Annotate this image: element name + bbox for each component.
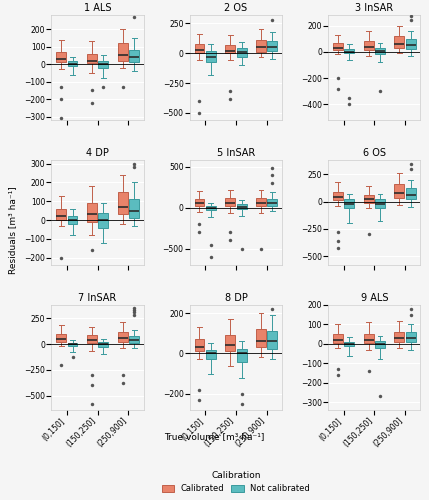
PathPatch shape: [206, 350, 216, 360]
PathPatch shape: [68, 216, 78, 224]
Title: 4 DP: 4 DP: [86, 148, 109, 158]
PathPatch shape: [206, 51, 216, 62]
PathPatch shape: [406, 332, 416, 342]
Title: 1 ALS: 1 ALS: [84, 3, 112, 13]
PathPatch shape: [129, 200, 139, 218]
PathPatch shape: [333, 192, 343, 200]
PathPatch shape: [394, 332, 404, 342]
PathPatch shape: [344, 49, 354, 53]
PathPatch shape: [364, 334, 374, 343]
Title: 3 InSAR: 3 InSAR: [355, 3, 393, 13]
PathPatch shape: [237, 48, 247, 57]
Text: Residuals [m³ ha⁻¹]: Residuals [m³ ha⁻¹]: [9, 186, 18, 274]
PathPatch shape: [118, 43, 127, 60]
Title: 7 InSAR: 7 InSAR: [79, 293, 117, 303]
PathPatch shape: [364, 195, 374, 202]
PathPatch shape: [98, 342, 108, 347]
PathPatch shape: [68, 343, 78, 346]
PathPatch shape: [394, 184, 404, 198]
PathPatch shape: [406, 38, 416, 49]
Title: 9 ALS: 9 ALS: [360, 293, 388, 303]
Title: 2 OS: 2 OS: [224, 3, 248, 13]
Title: 5 InSAR: 5 InSAR: [217, 148, 255, 158]
PathPatch shape: [375, 200, 385, 208]
Title: 8 DP: 8 DP: [224, 293, 248, 303]
PathPatch shape: [256, 40, 266, 52]
PathPatch shape: [375, 48, 385, 54]
PathPatch shape: [87, 54, 97, 63]
PathPatch shape: [87, 335, 97, 343]
PathPatch shape: [344, 200, 354, 208]
PathPatch shape: [237, 204, 247, 209]
PathPatch shape: [195, 44, 204, 53]
PathPatch shape: [118, 332, 127, 342]
PathPatch shape: [225, 336, 235, 351]
PathPatch shape: [195, 340, 204, 351]
PathPatch shape: [268, 331, 277, 349]
PathPatch shape: [206, 206, 216, 210]
PathPatch shape: [406, 188, 416, 200]
PathPatch shape: [333, 42, 343, 50]
PathPatch shape: [225, 198, 235, 206]
Text: True volume [m³ ha⁻¹]: True volume [m³ ha⁻¹]: [164, 432, 265, 442]
Legend: Calibrated, Not calibrated: Calibrated, Not calibrated: [159, 468, 313, 496]
PathPatch shape: [333, 334, 343, 343]
PathPatch shape: [56, 334, 66, 342]
PathPatch shape: [256, 329, 266, 347]
PathPatch shape: [344, 342, 354, 346]
PathPatch shape: [118, 192, 127, 214]
PathPatch shape: [195, 198, 204, 206]
PathPatch shape: [87, 203, 97, 222]
PathPatch shape: [225, 45, 235, 53]
PathPatch shape: [394, 36, 404, 48]
PathPatch shape: [268, 198, 277, 206]
PathPatch shape: [268, 42, 277, 51]
PathPatch shape: [68, 62, 78, 66]
PathPatch shape: [98, 212, 108, 228]
PathPatch shape: [256, 198, 266, 206]
PathPatch shape: [375, 341, 385, 347]
PathPatch shape: [129, 50, 139, 62]
PathPatch shape: [56, 208, 66, 220]
PathPatch shape: [56, 52, 66, 62]
PathPatch shape: [364, 42, 374, 50]
Title: 6 OS: 6 OS: [363, 148, 386, 158]
PathPatch shape: [129, 336, 139, 343]
PathPatch shape: [237, 350, 247, 362]
PathPatch shape: [98, 60, 108, 68]
